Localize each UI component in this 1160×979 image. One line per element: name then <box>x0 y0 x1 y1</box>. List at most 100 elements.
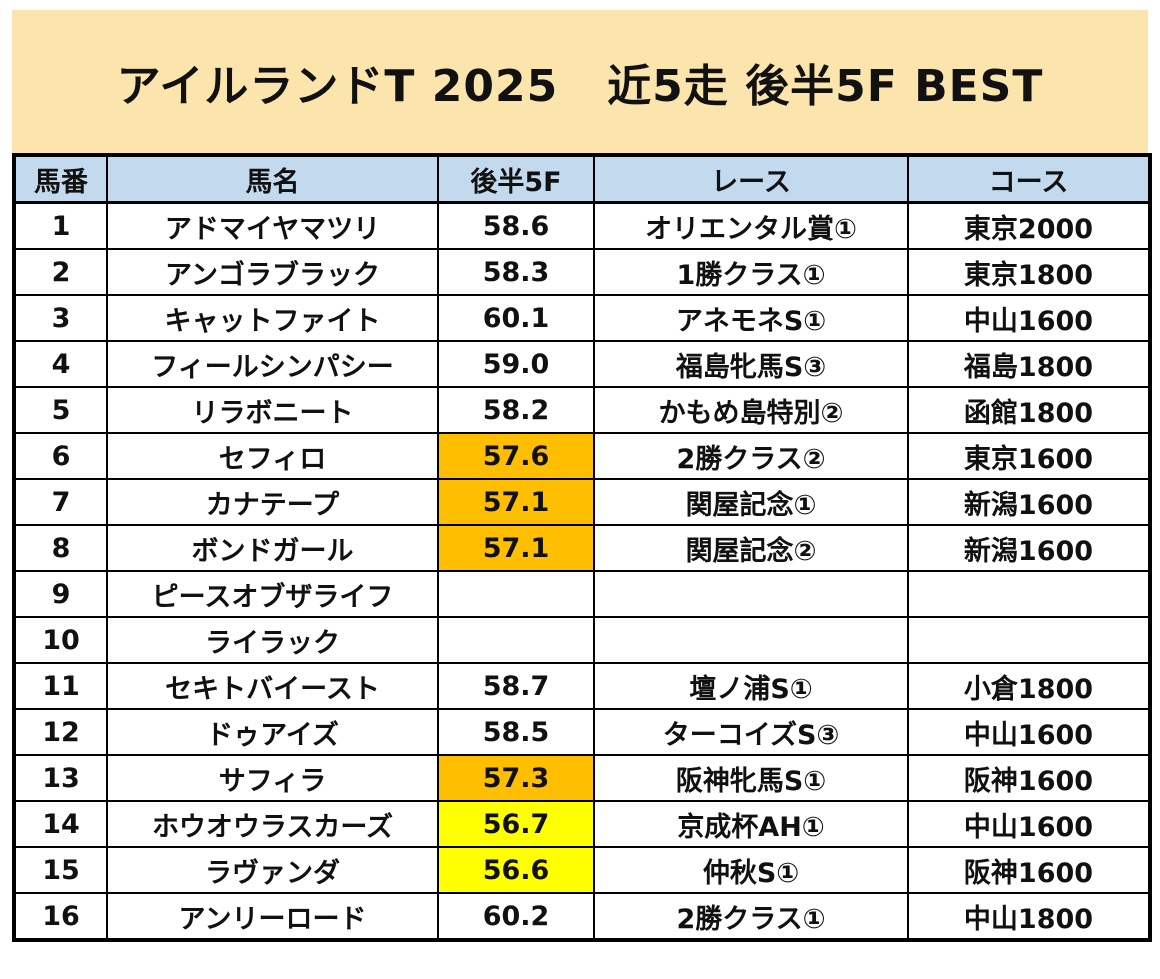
race-name-cell: 阪神牝馬S① <box>593 754 909 802</box>
horse-number-cell: 1 <box>13 201 108 250</box>
horse-name-cell: セフィロ <box>106 432 439 480</box>
course-cell: 東京2000 <box>907 201 1151 250</box>
header-last-5f: 後半5F <box>437 154 595 204</box>
horse-number-cell: 8 <box>13 524 108 572</box>
horse-number-cell: 7 <box>13 478 108 526</box>
horse-name-cell: ピースオブザライフ <box>106 570 439 618</box>
last-5f-time-cell: 57.1 <box>437 524 595 572</box>
last-5f-time-cell: 58.5 <box>437 708 595 756</box>
table-row: 15 ラヴァンダ 56.6 仲秋S① 阪神1600 <box>13 846 1151 894</box>
horse-number-cell: 16 <box>13 892 108 941</box>
horse-number-cell: 12 <box>13 708 108 756</box>
last-5f-time-cell <box>437 570 595 618</box>
horse-number-cell: 13 <box>13 754 108 802</box>
horse-name-cell: アンリーロード <box>106 892 439 941</box>
table-row: 10 ライラック <box>13 616 1151 664</box>
horse-name-cell: ホウオウラスカーズ <box>106 800 439 848</box>
last-5f-time-cell: 57.1 <box>437 478 595 526</box>
horse-name-cell: カナテープ <box>106 478 439 526</box>
course-cell: 東京1600 <box>907 432 1151 480</box>
results-table: 馬番 馬名 後半5F レース コース 1 アドマイヤマツリ 58.6 オリエンタル賞①… <box>12 153 1152 942</box>
race-name-cell <box>593 570 909 618</box>
horse-number-cell: 10 <box>13 616 108 664</box>
table-body: 1 アドマイヤマツリ 58.6 オリエンタル賞① 東京2000 2 アンゴラブラック 58.3… <box>13 201 1151 941</box>
table-row: 6 セフィロ 57.6 2勝クラス② 東京1600 <box>13 432 1151 480</box>
horse-number-cell: 15 <box>13 846 108 894</box>
race-name-cell: 福島牝馬S③ <box>593 340 909 388</box>
horse-name-cell: フィールシンパシー <box>106 340 439 388</box>
table-row: 16 アンリーロード 60.2 2勝クラス① 中山1800 <box>13 892 1151 941</box>
race-name-cell: オリエンタル賞① <box>593 201 909 250</box>
page-title: アイルランドT 2025 近5走 後半5F BEST <box>116 60 1044 112</box>
horse-number-cell: 6 <box>13 432 108 480</box>
horse-name-cell: ボンドガール <box>106 524 439 572</box>
table-row: 4 フィールシンパシー 59.0 福島牝馬S③ 福島1800 <box>13 340 1151 388</box>
race-name-cell: かもめ島特別② <box>593 386 909 434</box>
horse-number-cell: 2 <box>13 248 108 296</box>
horse-number-cell: 11 <box>13 662 108 710</box>
last-5f-time-cell: 58.3 <box>437 248 595 296</box>
last-5f-time-cell: 56.7 <box>437 800 595 848</box>
last-5f-time-cell: 57.6 <box>437 432 595 480</box>
horse-name-cell: アドマイヤマツリ <box>106 201 439 250</box>
course-cell: 東京1800 <box>907 248 1151 296</box>
horse-name-cell: アンゴラブラック <box>106 248 439 296</box>
course-cell <box>907 616 1151 664</box>
table-row: 14 ホウオウラスカーズ 56.7 京成杯AH① 中山1600 <box>13 800 1151 848</box>
course-cell: 福島1800 <box>907 340 1151 388</box>
last-5f-time-cell: 60.2 <box>437 892 595 941</box>
course-cell: 阪神1600 <box>907 754 1151 802</box>
race-name-cell: 京成杯AH① <box>593 800 909 848</box>
race-name-cell: 関屋記念② <box>593 524 909 572</box>
table-row: 13 サフィラ 57.3 阪神牝馬S① 阪神1600 <box>13 754 1151 802</box>
last-5f-time-cell <box>437 616 595 664</box>
last-5f-time-cell: 58.6 <box>437 201 595 250</box>
horse-name-cell: ドゥアイズ <box>106 708 439 756</box>
header-race: レース <box>593 154 909 204</box>
table-row: 3 キャットファイト 60.1 アネモネS① 中山1600 <box>13 294 1151 342</box>
course-cell <box>907 570 1151 618</box>
last-5f-time-cell: 56.6 <box>437 846 595 894</box>
horse-name-cell: リラボニート <box>106 386 439 434</box>
course-cell: 中山1600 <box>907 294 1151 342</box>
race-name-cell: 仲秋S① <box>593 846 909 894</box>
horse-number-cell: 9 <box>13 570 108 618</box>
horse-name-cell: セキトバイースト <box>106 662 439 710</box>
race-name-cell: 1勝クラス① <box>593 248 909 296</box>
last-5f-time-cell: 58.7 <box>437 662 595 710</box>
course-cell: 新潟1600 <box>907 524 1151 572</box>
course-cell: 中山1600 <box>907 708 1151 756</box>
header-horse-name: 馬名 <box>106 154 439 204</box>
course-cell: 新潟1600 <box>907 478 1151 526</box>
table-row: 9 ピースオブザライフ <box>13 570 1151 618</box>
course-cell: 小倉1800 <box>907 662 1151 710</box>
race-name-cell: 2勝クラス① <box>593 892 909 941</box>
title-banner: アイルランドT 2025 近5走 後半5F BEST <box>12 10 1148 153</box>
horse-name-cell: ライラック <box>106 616 439 664</box>
horse-number-cell: 4 <box>13 340 108 388</box>
race-name-cell: 壇ノ浦S① <box>593 662 909 710</box>
table-row: 7 カナテープ 57.1 関屋記念① 新潟1600 <box>13 478 1151 526</box>
course-cell: 中山1600 <box>907 800 1151 848</box>
course-cell: 函館1800 <box>907 386 1151 434</box>
table-row: 8 ボンドガール 57.1 関屋記念② 新潟1600 <box>13 524 1151 572</box>
header-course: コース <box>907 154 1151 204</box>
horse-name-cell: キャットファイト <box>106 294 439 342</box>
last-5f-time-cell: 58.2 <box>437 386 595 434</box>
horse-number-cell: 3 <box>13 294 108 342</box>
table-row: 2 アンゴラブラック 58.3 1勝クラス① 東京1800 <box>13 248 1151 296</box>
header-row: 馬番 馬名 後半5F レース コース <box>13 154 1151 204</box>
course-cell: 阪神1600 <box>907 846 1151 894</box>
last-5f-time-cell: 60.1 <box>437 294 595 342</box>
race-name-cell: 関屋記念① <box>593 478 909 526</box>
horse-number-cell: 14 <box>13 800 108 848</box>
table-row: 5 リラボニート 58.2 かもめ島特別② 函館1800 <box>13 386 1151 434</box>
horse-name-cell: ラヴァンダ <box>106 846 439 894</box>
race-name-cell: 2勝クラス② <box>593 432 909 480</box>
race-name-cell <box>593 616 909 664</box>
table-row: 1 アドマイヤマツリ 58.6 オリエンタル賞① 東京2000 <box>13 201 1151 250</box>
race-name-cell: ターコイズS③ <box>593 708 909 756</box>
last-5f-time-cell: 59.0 <box>437 340 595 388</box>
last-5f-time-cell: 57.3 <box>437 754 595 802</box>
header-horse-number: 馬番 <box>13 154 108 204</box>
